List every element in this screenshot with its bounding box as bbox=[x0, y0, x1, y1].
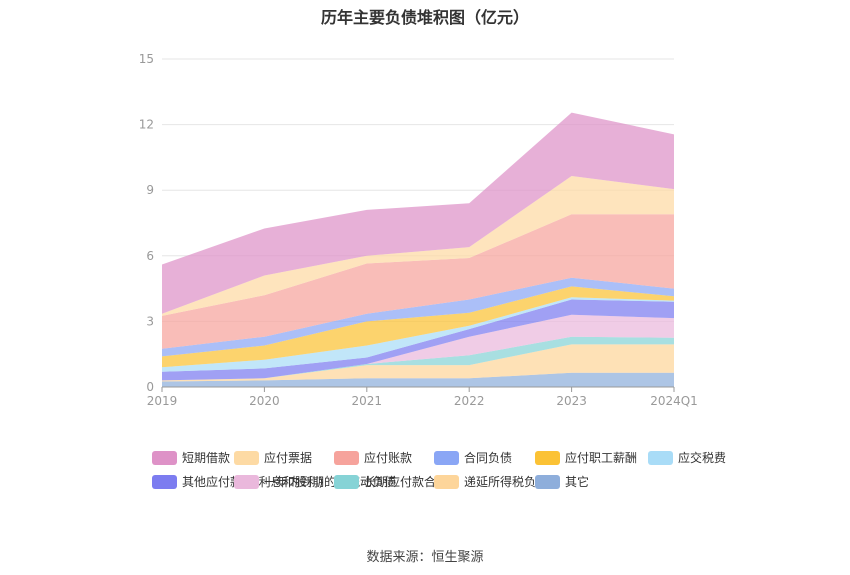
area-series[interactable]: 应交税费 bbox=[162, 297, 674, 372]
legend-item[interactable]: 递延所得税负债 bbox=[434, 473, 548, 490]
legend-item[interactable]: 长期应付款合计 bbox=[334, 473, 448, 490]
legend-item[interactable]: 短期借款 bbox=[152, 449, 230, 466]
area-layer: 其它递延所得税负债长期应付款合计一年内到期的非流动负债其他应付款(含利息和股利)… bbox=[162, 112, 674, 387]
legend-label: 应交税费 bbox=[678, 451, 727, 465]
y-tick-label: 9 bbox=[146, 183, 154, 197]
y-tick-label: 3 bbox=[146, 314, 154, 328]
legend-label: 递延所得税负债 bbox=[464, 475, 549, 489]
legend-label: 长期应付款合计 bbox=[364, 475, 449, 489]
legend-label: 短期借款 bbox=[182, 451, 231, 465]
legend-item[interactable]: 一年内到期的非流动负债 bbox=[234, 473, 396, 490]
y-tick-label: 12 bbox=[139, 118, 154, 132]
legend-swatch bbox=[535, 450, 560, 465]
source-note: 数据来源：恒生聚源 bbox=[366, 550, 484, 565]
y-tick-label: 6 bbox=[146, 249, 154, 263]
legend-swatch bbox=[648, 450, 673, 465]
legend-swatch bbox=[334, 450, 359, 465]
legend-swatch bbox=[234, 450, 259, 465]
legend-label: 应付职工薪酬 bbox=[565, 451, 638, 465]
legend-swatch bbox=[535, 474, 560, 489]
legend-item[interactable]: 应付账款 bbox=[334, 449, 412, 466]
legend-swatch bbox=[434, 474, 459, 489]
area-series[interactable]: 应付账款 bbox=[162, 214, 674, 349]
area-series[interactable]: 一年内到期的非流动负债 bbox=[162, 314, 674, 381]
legend-swatch bbox=[334, 474, 359, 489]
area-series[interactable]: 其他应付款(含利息和股利) bbox=[162, 299, 674, 381]
legend-label: 应付票据 bbox=[264, 451, 313, 465]
area-series[interactable]: 应付职工薪酬 bbox=[162, 286, 674, 368]
legend-item[interactable]: 其它 bbox=[535, 473, 589, 490]
x-tick-label: 2022 bbox=[454, 394, 485, 408]
x-tick-label: 2019 bbox=[147, 394, 178, 408]
legend-swatch bbox=[234, 474, 259, 489]
legend-label: 合同负债 bbox=[464, 451, 513, 465]
area-series[interactable]: 合同负债 bbox=[162, 277, 674, 357]
area-series[interactable]: 长期应付款合计 bbox=[162, 336, 674, 381]
x-tick-label: 2023 bbox=[556, 394, 587, 408]
legend-label: 其它 bbox=[565, 475, 590, 489]
legend-swatch bbox=[152, 474, 177, 489]
legend-swatch bbox=[434, 450, 459, 465]
legend-item[interactable]: 应付职工薪酬 bbox=[535, 449, 637, 466]
legend-label: 一年内到期的非流动负债 bbox=[264, 475, 397, 489]
area-series[interactable]: 递延所得税负债 bbox=[162, 344, 674, 382]
legend-label: 应付账款 bbox=[364, 451, 413, 465]
axis-layer: 0 3 6 9 12 15 2019 2020 2021 2022 2023 2024Q1 bbox=[139, 52, 698, 408]
legend-swatch bbox=[152, 450, 177, 465]
stacked-area-chart: 其它递延所得税负债长期应付款合计一年内到期的非流动负债其他应付款(含利息和股利)… bbox=[139, 52, 698, 408]
legend-item[interactable]: 应交税费 bbox=[648, 449, 726, 466]
area-series[interactable]: 短期借款 bbox=[162, 112, 674, 314]
x-tick-label: 2020 bbox=[249, 394, 280, 408]
x-tick-label: 2021 bbox=[352, 394, 383, 408]
x-tick-label: 2024Q1 bbox=[650, 394, 698, 408]
area-series[interactable]: 其它 bbox=[162, 372, 674, 387]
chart-title: 历年主要负债堆积图（亿元） bbox=[320, 8, 529, 27]
legend-item[interactable]: 应付票据 bbox=[234, 449, 312, 466]
y-tick-label: 15 bbox=[139, 52, 154, 66]
y-tick-label: 0 bbox=[146, 380, 154, 394]
area-series[interactable]: 应付票据 bbox=[162, 176, 674, 316]
legend-item[interactable]: 合同负债 bbox=[434, 449, 512, 466]
